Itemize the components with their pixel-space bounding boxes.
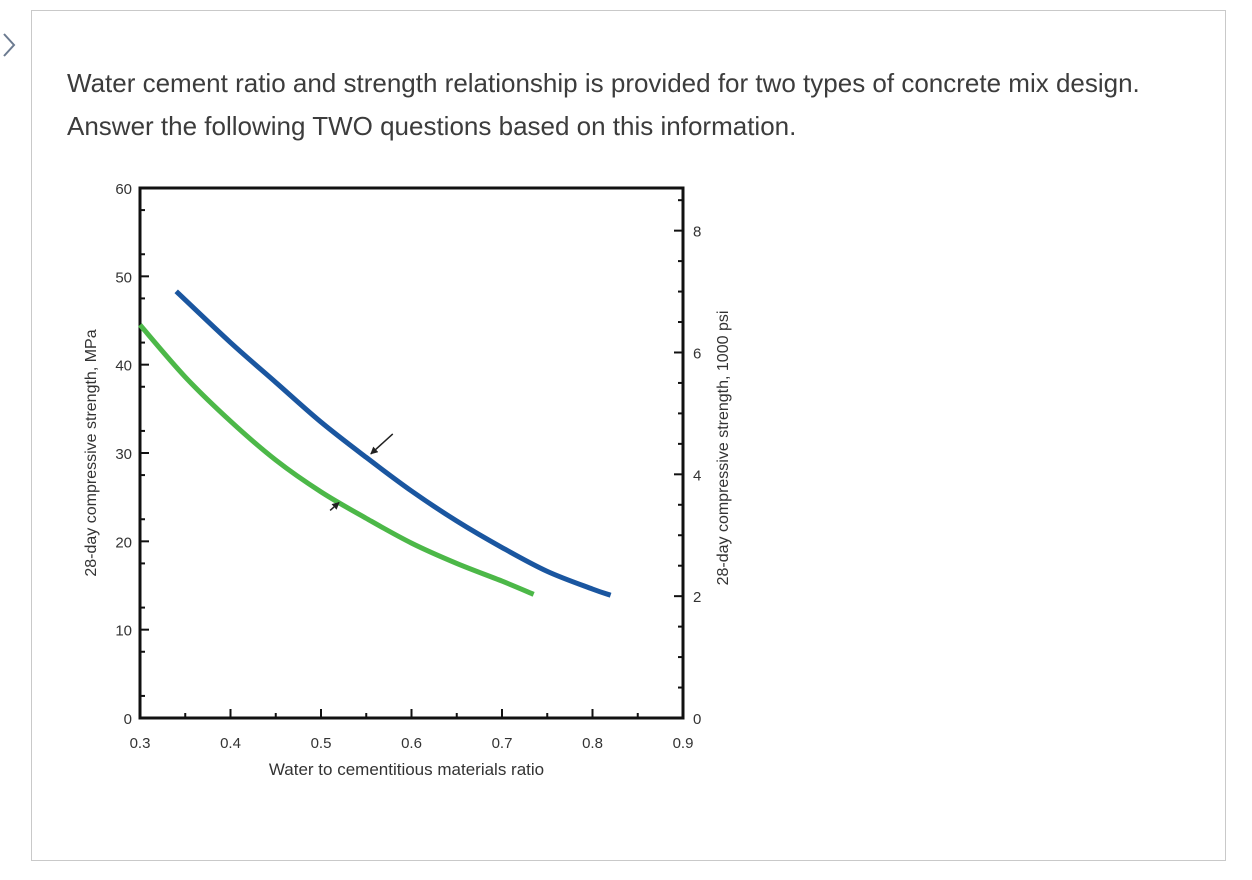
- question-text: Water cement ratio and strength relation…: [67, 68, 1140, 141]
- chevron-right-icon[interactable]: [0, 30, 22, 60]
- y-right-tick-label: 6: [693, 345, 701, 362]
- x-tick-label: 0.4: [220, 735, 241, 752]
- y-tick-label: 60: [115, 181, 132, 198]
- x-tick-label: 0.7: [492, 735, 513, 752]
- y-tick-label: 40: [115, 358, 132, 375]
- annotation-arrow: [370, 433, 394, 455]
- y-right-tick-label: 4: [693, 467, 701, 484]
- y-tick-label: 10: [115, 623, 132, 640]
- y-tick-label: 50: [115, 269, 132, 286]
- y-right-tick-label: 0: [693, 711, 701, 728]
- y-right-tick-label: 8: [693, 224, 701, 241]
- x-tick-label: 0.8: [582, 735, 603, 752]
- y-tick-label: 0: [124, 711, 132, 728]
- plot-frame: [138, 186, 685, 720]
- y-tick-label: 30: [115, 446, 132, 463]
- y-tick-label: 20: [115, 534, 132, 551]
- x-axis-label: Water to cementitious materials ratio: [269, 760, 544, 779]
- series-line-green: [138, 323, 535, 597]
- y-right-tick-label: 2: [693, 589, 701, 606]
- y-axis-label: 28-day compressive strength, MPa: [83, 329, 100, 576]
- x-tick-label: 0.6: [401, 735, 422, 752]
- y-right-axis-label: 28-day compressive strength, 1000 psi: [715, 311, 732, 586]
- series-line-blue: [174, 289, 612, 598]
- x-tick-label: 0.3: [130, 735, 151, 752]
- x-tick-label: 0.5: [311, 735, 332, 752]
- x-tick-label: 0.9: [673, 735, 694, 752]
- annotation-arrow: [329, 501, 340, 512]
